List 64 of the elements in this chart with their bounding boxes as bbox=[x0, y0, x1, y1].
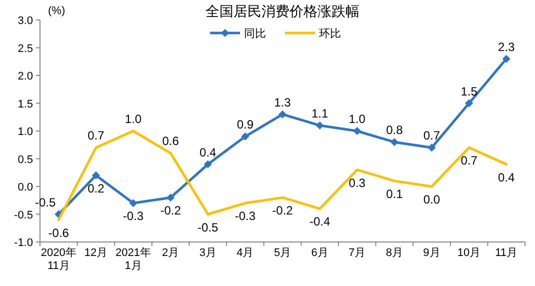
data-label: 0.8 bbox=[386, 123, 404, 138]
x-tick-label: 6月 bbox=[311, 247, 328, 259]
data-label: 0.4 bbox=[200, 145, 217, 160]
point bbox=[390, 138, 398, 146]
data-label: 1.1 bbox=[311, 106, 328, 120]
x-tick-label: 5月 bbox=[274, 247, 292, 259]
data-label: 0.4 bbox=[498, 170, 516, 184]
x-tick-label: 11月 bbox=[495, 247, 518, 259]
x-tick-label: 9月 bbox=[423, 247, 440, 259]
y-axis-title: (%) bbox=[48, 5, 66, 17]
x-tick-label: 2020年 11月 bbox=[40, 247, 76, 272]
point bbox=[465, 99, 474, 108]
point bbox=[316, 121, 324, 130]
point bbox=[129, 199, 138, 208]
data-label: 0.3 bbox=[348, 176, 366, 190]
data-label: 1.5 bbox=[460, 84, 478, 98]
data-label: 0.6 bbox=[162, 134, 180, 148]
data-label: -0.2 bbox=[160, 204, 182, 218]
chart-title: 全国居民消费价格涨跌幅 bbox=[206, 3, 360, 19]
y-tick-label: 0.0 bbox=[18, 182, 33, 194]
data-label: 0.9 bbox=[236, 118, 254, 132]
y-tick-label: 1.0 bbox=[18, 126, 33, 138]
x-tick-label: 4月 bbox=[236, 247, 254, 259]
data-label: 1.3 bbox=[274, 95, 292, 110]
x-tick-label: 10月 bbox=[457, 247, 481, 259]
legend-label: 环比 bbox=[319, 27, 341, 40]
x-tick-label: 8月 bbox=[386, 247, 403, 259]
data-label: -0.3 bbox=[122, 209, 144, 224]
x-tick-label: 2月 bbox=[162, 247, 180, 259]
y-tick-label: 0.5 bbox=[18, 154, 33, 166]
data-label: -0.6 bbox=[48, 226, 70, 240]
x-tick-label: 7月 bbox=[348, 247, 366, 259]
data-label: 1.0 bbox=[124, 112, 142, 126]
x-tick-label: 2021年 1月 bbox=[116, 247, 152, 272]
data-label: 0.7 bbox=[460, 154, 478, 168]
data-label: 1.0 bbox=[348, 112, 366, 126]
point bbox=[92, 171, 100, 180]
data-label: -0.4 bbox=[309, 214, 330, 229]
point bbox=[166, 194, 175, 202]
data-label: 0.2 bbox=[88, 181, 105, 196]
data-label: 0.1 bbox=[386, 186, 404, 201]
y-tick-label: -0.5 bbox=[14, 209, 33, 222]
x-tick-label: 3月 bbox=[199, 247, 216, 259]
y-tick-label: -1.0 bbox=[14, 237, 33, 249]
point bbox=[241, 132, 250, 141]
point bbox=[353, 127, 362, 135]
point bbox=[278, 110, 286, 118]
point bbox=[204, 160, 212, 168]
x-tick-label: 12月 bbox=[84, 247, 108, 259]
y-tick-label: 2.0 bbox=[18, 70, 33, 82]
data-label: 0.7 bbox=[88, 128, 105, 143]
data-label: -0.5 bbox=[198, 220, 219, 234]
y-tick-label: 2.5 bbox=[18, 42, 33, 55]
legend-label: 同比 bbox=[244, 27, 266, 40]
data-label: -0.3 bbox=[234, 209, 256, 224]
data-label: -0.5 bbox=[34, 195, 56, 210]
y-tick-label: 3.0 bbox=[18, 15, 33, 27]
data-label: 2.3 bbox=[498, 40, 516, 54]
y-tick-label: 1.5 bbox=[18, 98, 33, 110]
data-label: 0.0 bbox=[423, 192, 440, 206]
point bbox=[428, 144, 436, 152]
point bbox=[502, 54, 510, 63]
data-label: 0.7 bbox=[423, 128, 440, 143]
data-label: -0.2 bbox=[272, 204, 294, 218]
